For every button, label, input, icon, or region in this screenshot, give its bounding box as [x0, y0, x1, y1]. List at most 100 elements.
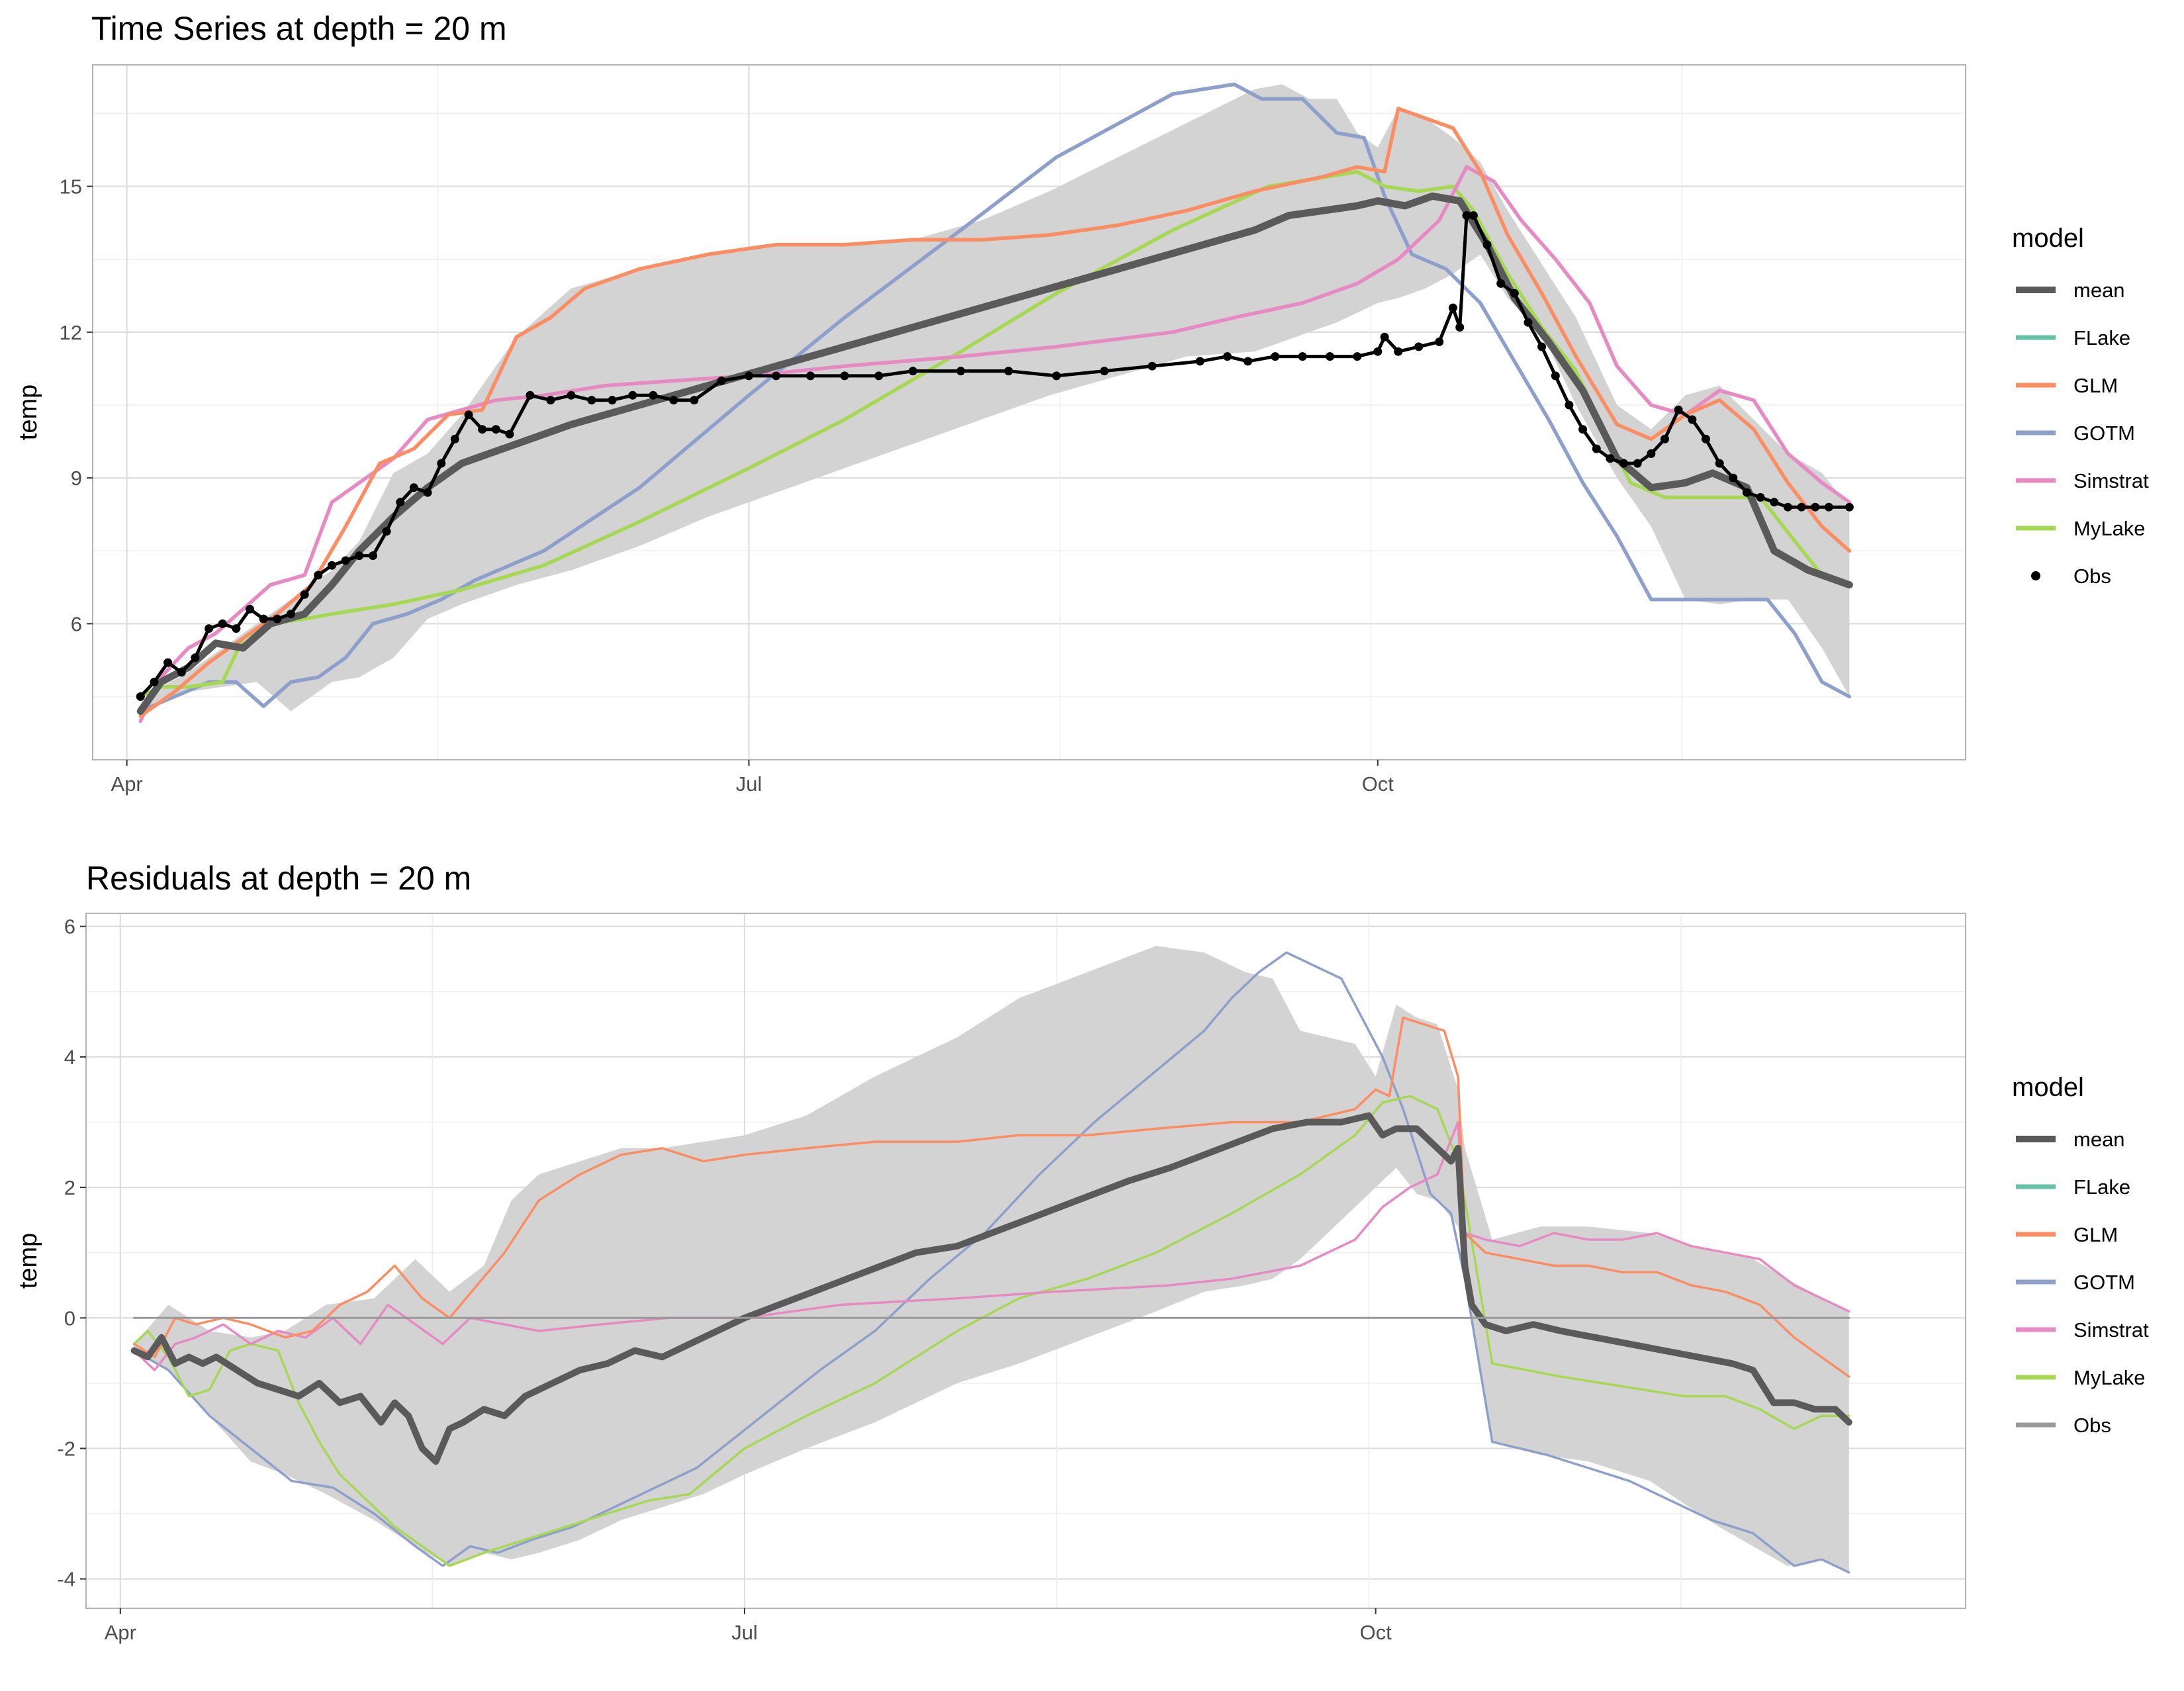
series-line-mylake	[132, 1095, 1850, 1567]
legend: model mean FLake GLM GOTM Simstrat MyLake Obs	[2012, 1073, 2149, 1437]
obs-point	[1633, 459, 1642, 468]
legend-label-obs: Obs	[2073, 1414, 2111, 1437]
obs-point	[423, 488, 432, 497]
obs-point	[1743, 488, 1751, 497]
obs-point	[1244, 357, 1252, 366]
obs-point	[505, 430, 514, 439]
obs-point	[218, 619, 227, 628]
obs-point	[587, 396, 596, 405]
obs-point	[287, 610, 295, 619]
obs-point	[177, 668, 186, 677]
obs-point	[874, 371, 884, 381]
obs-point	[464, 410, 473, 420]
obs-point	[717, 376, 726, 385]
obs-point	[1551, 371, 1560, 381]
legend-label-mean: mean	[2073, 279, 2125, 302]
obs-point	[1455, 323, 1465, 332]
legend-label-glm: GLM	[2073, 374, 2118, 397]
y-tick-label: -4	[57, 1568, 75, 1591]
legend-label-mylake: MyLake	[2073, 1366, 2146, 1389]
y-tick-label: 12	[60, 321, 82, 344]
legend-label-mylake: MyLake	[2073, 517, 2146, 540]
obs-point	[567, 390, 576, 400]
obs-point	[300, 590, 309, 599]
obs-point	[1606, 454, 1615, 463]
obs-point	[1435, 338, 1444, 346]
obs-point	[1326, 352, 1334, 361]
obs-point	[396, 498, 405, 507]
obs-point	[1448, 303, 1457, 312]
obs-point	[369, 551, 377, 561]
obs-point	[840, 371, 849, 381]
x-tick-label: Jul	[731, 1621, 758, 1644]
obs-point	[1353, 352, 1362, 361]
obs-point	[1784, 502, 1792, 512]
chart-title: Time Series at depth = 20 m	[91, 10, 507, 47]
obs-point	[341, 556, 350, 565]
y-tick-label: 0	[64, 1306, 75, 1330]
obs-point	[246, 604, 255, 614]
series-line-gotm	[132, 951, 1850, 1574]
obs-point	[355, 551, 364, 561]
obs-point	[150, 678, 159, 686]
obs-point	[525, 390, 535, 400]
obs-point	[1195, 357, 1205, 366]
obs-point	[1578, 425, 1588, 434]
y-tick-label: 2	[64, 1176, 75, 1199]
y-axis-label: temp	[15, 1233, 42, 1289]
obs-point	[1148, 361, 1157, 371]
obs-point	[437, 459, 446, 468]
obs-point	[628, 390, 637, 400]
obs-point	[1811, 502, 1820, 512]
obs-point	[1729, 473, 1738, 482]
obs-point	[546, 396, 555, 405]
obs-point	[608, 396, 617, 405]
legend-label-flake: FLake	[2073, 326, 2130, 349]
obs-point	[1797, 502, 1806, 512]
y-tick-label: 6	[71, 612, 82, 635]
obs-point	[259, 614, 268, 623]
obs-point	[956, 367, 966, 376]
obs-point	[1688, 415, 1697, 424]
obs-point	[1565, 400, 1574, 410]
y-tick-label: 4	[64, 1046, 75, 1069]
x-axis-ticks: Apr Jul Oct	[111, 760, 1394, 796]
y-axis-ticks: -4 -2 0 2 4 6	[57, 915, 86, 1591]
obs-point	[232, 624, 241, 633]
series-line-mean	[130, 1112, 1852, 1465]
panel-time-series: Time Series at depth = 20 m 6 9 12 15 Apr Ju…	[15, 10, 2149, 796]
obs-point	[409, 483, 418, 492]
obs-point	[1592, 444, 1601, 453]
legend-label-glm: GLM	[2073, 1223, 2118, 1246]
obs-point	[1004, 367, 1013, 376]
obs-point	[1756, 493, 1765, 502]
x-tick-label: Apr	[111, 772, 143, 796]
chart-title: Residuals at depth = 20 m	[86, 860, 471, 897]
obs-point	[205, 624, 214, 633]
y-tick-label: 15	[60, 175, 82, 199]
obs-point	[1510, 289, 1519, 298]
legend-label-mean: mean	[2073, 1128, 2125, 1151]
obs-point	[649, 390, 658, 400]
legend-label-simstrat: Simstrat	[2073, 469, 2149, 492]
obs-point	[491, 425, 500, 434]
y-tick-label: 6	[64, 915, 75, 938]
legend: model mean FLake GLM GOTM Simstrat MyLake Obs	[2012, 224, 2149, 588]
obs-point	[908, 367, 917, 376]
obs-point	[328, 561, 336, 570]
obs-point	[163, 658, 173, 667]
obs-point	[1100, 367, 1109, 376]
ensemble-range-band	[140, 84, 1850, 716]
plot-border	[85, 913, 1966, 1609]
obs-point	[1414, 342, 1424, 351]
series-line-gotm	[138, 82, 1852, 713]
obs-point	[1373, 347, 1383, 356]
obs-point	[273, 614, 282, 623]
obs-point	[1824, 502, 1833, 512]
obs-point	[1702, 434, 1710, 443]
obs-point	[1223, 352, 1232, 361]
obs-point	[1052, 371, 1061, 381]
obs-point	[314, 571, 323, 580]
